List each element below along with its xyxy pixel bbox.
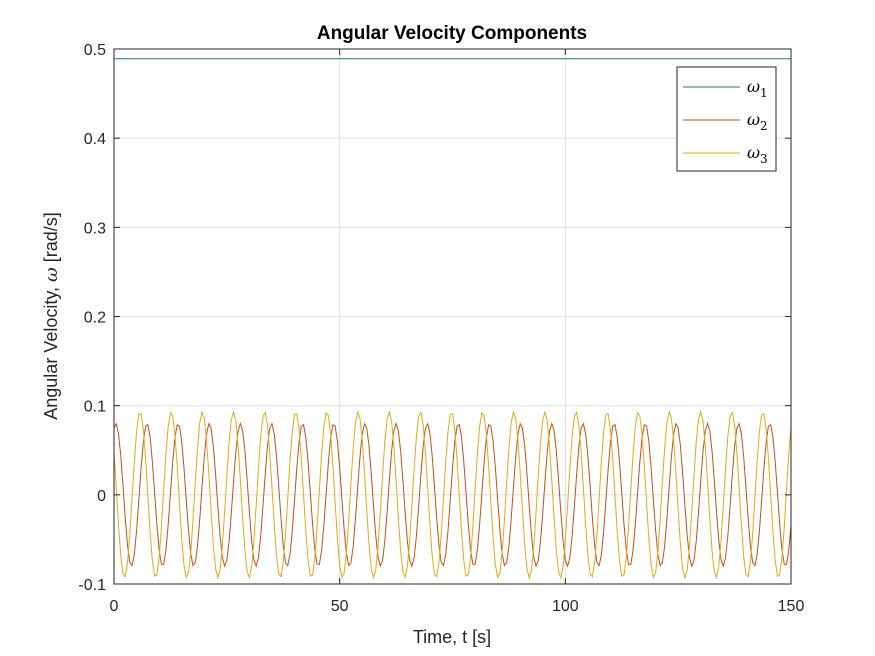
y-tick-label: 0.2 [84, 310, 106, 327]
legend-label-3: ω3 [747, 143, 768, 166]
legend-label-1: ω1 [747, 77, 768, 100]
y-axis-label-prefix: Angular Velocity, [41, 282, 61, 420]
y-tick-label: 0.1 [84, 399, 106, 416]
y-axis-label: Angular Velocity, ω [rad/s] [41, 212, 62, 419]
x-tick-label: 100 [552, 598, 579, 615]
y-tick-label: 0.3 [84, 220, 106, 237]
y-axis-label-symbol: ω [41, 267, 62, 282]
series-line-3 [113, 410, 792, 580]
tick-layer: 0 50 100 150-0.100.10.20.30.40.5 [78, 42, 804, 615]
y-axis-label-suffix: [rad/s] [41, 212, 61, 267]
x-tick-label: 0 [110, 598, 119, 615]
legend-box [676, 66, 777, 172]
x-axis-label: Time, t [s] [413, 627, 491, 647]
y-tick-label: 0.5 [84, 42, 106, 59]
series-layer [113, 58, 792, 580]
x-tick-label: 150 [778, 598, 805, 615]
chart-title: Angular Velocity Components [317, 23, 587, 44]
legend: ω1 ω2 ω3 [676, 66, 777, 172]
legend-label-2: ω2 [747, 110, 768, 133]
series-line-2 [113, 421, 792, 568]
x-tick-label: 50 [331, 598, 349, 615]
y-tick-label: -0.1 [78, 577, 106, 594]
y-tick-label: 0.4 [84, 131, 106, 148]
y-tick-label: 0 [97, 488, 106, 505]
